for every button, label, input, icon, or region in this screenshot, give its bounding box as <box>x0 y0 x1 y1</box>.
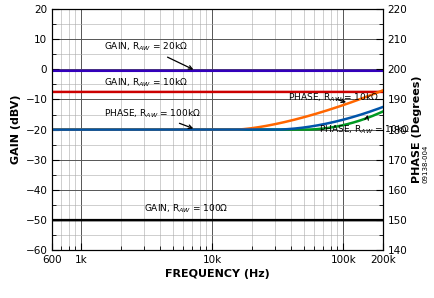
Text: GAIN, R$_{AW}$ = 100$\Omega$: GAIN, R$_{AW}$ = 100$\Omega$ <box>144 202 227 215</box>
Text: GAIN, R$_{AW}$ = 20k$\Omega$: GAIN, R$_{AW}$ = 20k$\Omega$ <box>104 41 192 69</box>
Text: GAIN, R$_{AW}$ = 10k$\Omega$: GAIN, R$_{AW}$ = 10k$\Omega$ <box>104 77 187 89</box>
Text: 09138-004: 09138-004 <box>421 145 427 183</box>
Y-axis label: PHASE (Degrees): PHASE (Degrees) <box>411 76 421 183</box>
Text: PHASE, R$_{AW}$ = 100k$\Omega$: PHASE, R$_{AW}$ = 100k$\Omega$ <box>104 107 201 128</box>
Text: PHASE, R$_{AW}$ = 10k$\Omega$: PHASE, R$_{AW}$ = 10k$\Omega$ <box>288 92 378 105</box>
Y-axis label: GAIN (dBV): GAIN (dBV) <box>11 95 21 164</box>
Text: PHASE, R$_{AW}$ = 10k$\Omega$: PHASE, R$_{AW}$ = 10k$\Omega$ <box>318 116 409 136</box>
X-axis label: FREQUENCY (Hz): FREQUENCY (Hz) <box>165 269 269 279</box>
